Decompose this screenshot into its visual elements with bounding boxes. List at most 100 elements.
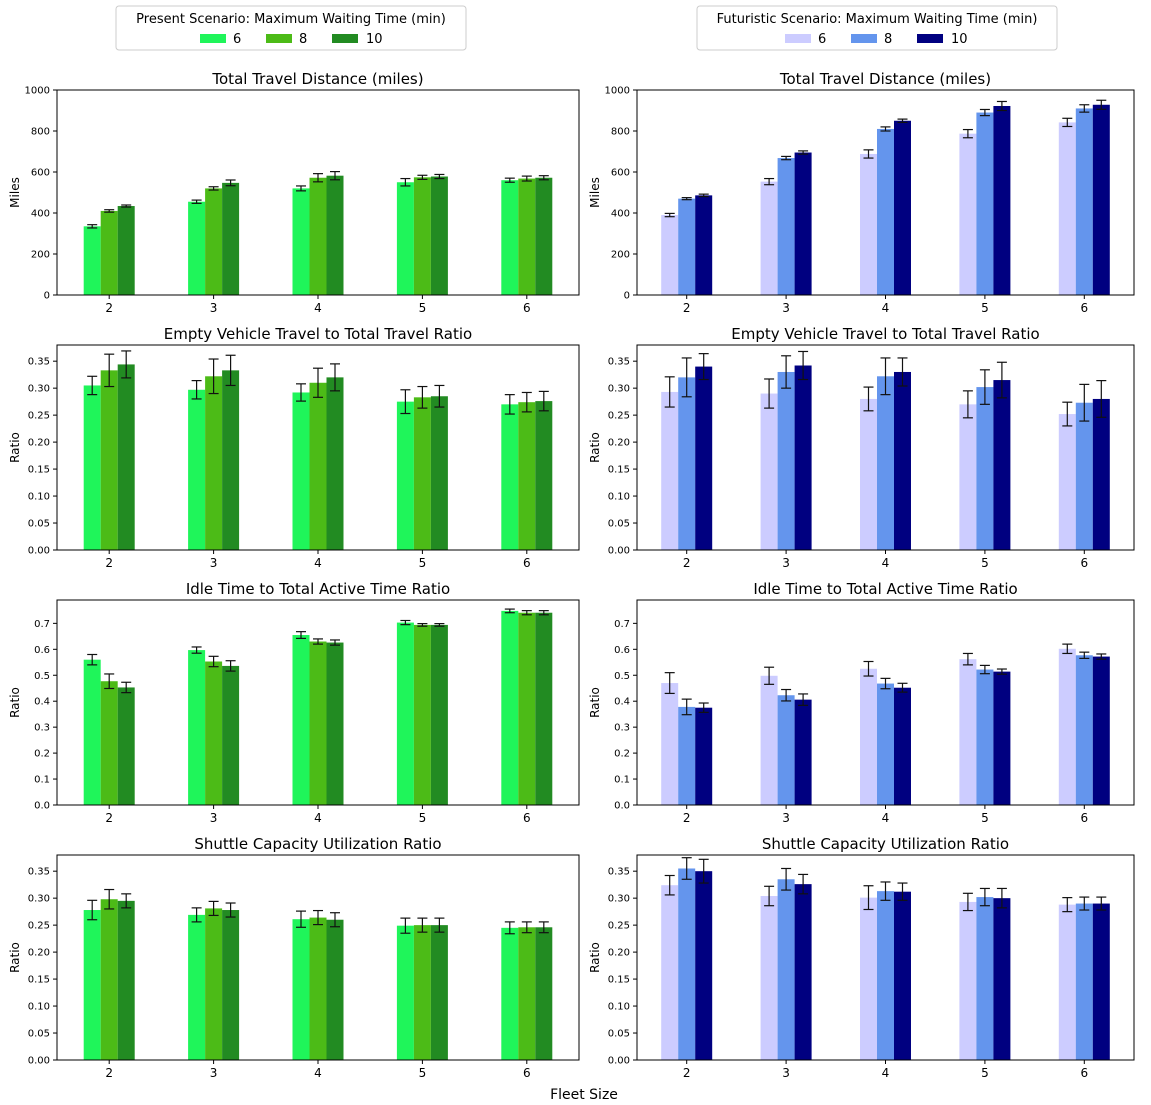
bar-2-10 <box>695 366 713 550</box>
bar-6-8 <box>518 612 536 805</box>
x-tick-label: 5 <box>419 1066 427 1080</box>
legend-present-title: Present Scenario: Maximum Waiting Time (… <box>136 12 446 27</box>
bar-2-8 <box>678 868 696 1060</box>
bar-4-6 <box>860 398 877 550</box>
x-tick-label: 4 <box>314 556 322 570</box>
bar-2-10 <box>695 871 713 1060</box>
bar-6-10 <box>535 612 553 805</box>
bar-5-8 <box>413 177 431 295</box>
y-tick-label: 0.00 <box>608 546 630 557</box>
bar-2-8 <box>100 370 118 550</box>
bar-6-8 <box>518 927 536 1060</box>
y-tick-label: 0.30 <box>28 894 50 905</box>
x-tick-label: 2 <box>683 301 691 315</box>
y-tick-label: 0.3 <box>614 723 630 734</box>
x-tick-label: 5 <box>981 1066 989 1080</box>
x-tick-label: 2 <box>105 301 113 315</box>
bar-4-8 <box>877 683 894 805</box>
bar-3-10 <box>794 699 812 805</box>
y-tick-label: 0.20 <box>28 948 50 959</box>
plot-frame <box>636 89 1135 296</box>
subplot-present-total-travel-distance-miles: Total Travel Distance (miles) Miles 0 200 40… <box>8 70 580 315</box>
y-tick-label: 0.20 <box>608 948 630 959</box>
y-tick-label: 0.6 <box>34 645 50 656</box>
bar-2-10 <box>117 206 135 295</box>
bar-3-8 <box>205 188 223 295</box>
legend-futuristic-swatch-10 <box>917 34 943 43</box>
bar-3-6 <box>760 675 778 805</box>
bar-4-10 <box>326 919 344 1060</box>
bar-3-10 <box>222 910 240 1060</box>
y-tick-label: 0.0 <box>614 801 630 812</box>
bar-2-8 <box>678 706 696 805</box>
legend-futuristic-label-10: 10 <box>951 32 968 47</box>
x-tick-label: 4 <box>882 1066 890 1080</box>
y-tick-label: 0.25 <box>28 411 50 422</box>
bar-5-10 <box>993 898 1011 1060</box>
legend-present: Present Scenario: Maximum Waiting Time (… <box>115 5 467 51</box>
bar-6-10 <box>535 177 553 295</box>
subplot-title: Empty Vehicle Travel to Total Travel Rat… <box>731 325 1039 343</box>
x-tick-label: 4 <box>882 556 890 570</box>
subplot-futuristic-empty-vehicle-travel-to-total-travel-ratio: Empty Vehicle Travel to Total Travel Rat… <box>588 325 1135 570</box>
x-tick-label: 6 <box>523 1066 531 1080</box>
subplot-present-empty-vehicle-travel-to-total-travel-ratio: Empty Vehicle Travel to Total Travel Rat… <box>8 325 580 570</box>
y-tick-label: 0 <box>44 291 50 302</box>
y-tick-label: 600 <box>611 168 630 179</box>
subplot-present-idle-time-to-total-active-time-ratio: Idle Time to Total Active Time Ratio Rati… <box>8 580 580 825</box>
bar-4-6 <box>860 668 877 805</box>
bar-6-10 <box>535 927 553 1060</box>
bar-6-8 <box>1075 108 1093 295</box>
bar-5-10 <box>430 396 448 550</box>
x-tick-label: 3 <box>782 1066 790 1080</box>
bar-2-6 <box>661 391 679 550</box>
bar-6-8 <box>518 402 536 550</box>
y-tick-label: 0.2 <box>614 749 630 760</box>
x-tick-label: 6 <box>1080 301 1088 315</box>
plot-frame <box>636 344 1135 551</box>
subplot-futuristic-total-travel-distance-miles: Total Travel Distance (miles) Miles 0 200 40… <box>588 70 1135 315</box>
y-tick-label: 0.6 <box>614 645 630 656</box>
bar-5-10 <box>430 176 448 295</box>
y-tick-label: 0.00 <box>28 546 50 557</box>
y-tick-label: 0.15 <box>608 975 630 986</box>
y-tick-label: 200 <box>611 250 630 261</box>
bar-6-10 <box>1092 656 1110 805</box>
bar-5-6 <box>959 659 977 805</box>
bar-5-10 <box>993 380 1011 550</box>
x-tick-label: 3 <box>210 301 218 315</box>
bar-5-10 <box>993 671 1011 805</box>
x-tick-label: 4 <box>314 811 322 825</box>
x-tick-label: 5 <box>419 301 427 315</box>
x-tick-label: 3 <box>210 556 218 570</box>
bar-6-6 <box>501 180 519 295</box>
bar-5-8 <box>976 387 994 550</box>
legend-present-label-10: 10 <box>366 32 383 47</box>
y-tick-label: 0.25 <box>608 921 630 932</box>
y-tick-label: 0.10 <box>28 492 50 503</box>
bar-3-6 <box>760 896 778 1060</box>
bar-6-8 <box>1075 655 1093 805</box>
y-tick-label: 0.1 <box>34 775 50 786</box>
y-tick-label: 0.1 <box>614 775 630 786</box>
subplot-title: Shuttle Capacity Utilization Ratio <box>762 835 1009 853</box>
x-tick-label: 2 <box>683 556 691 570</box>
y-tick-label: 0.10 <box>608 1002 630 1013</box>
bar-5-6 <box>396 182 414 295</box>
y-tick-label: 1000 <box>25 86 50 97</box>
y-tick-label: 0.05 <box>28 1029 50 1040</box>
y-tick-label: 0.30 <box>608 384 630 395</box>
bar-2-10 <box>695 707 713 805</box>
subplot-present-shuttle-capacity-utilization-ratio: Shuttle Capacity Utilization Ratio Ratio 0… <box>8 835 580 1080</box>
y-tick-label: 0 <box>624 291 630 302</box>
x-tick-label: 4 <box>882 811 890 825</box>
bar-2-8 <box>100 681 118 805</box>
y-tick-label: 0.15 <box>28 975 50 986</box>
bar-6-6 <box>1058 904 1076 1060</box>
bar-3-8 <box>777 158 795 295</box>
x-tick-label: 3 <box>782 301 790 315</box>
bar-3-8 <box>777 879 795 1060</box>
subplot-grid: Total Travel Distance (miles)Miles020040… <box>8 70 1135 1080</box>
bar-2-6 <box>83 226 101 295</box>
y-tick-label: 0.00 <box>608 1056 630 1067</box>
